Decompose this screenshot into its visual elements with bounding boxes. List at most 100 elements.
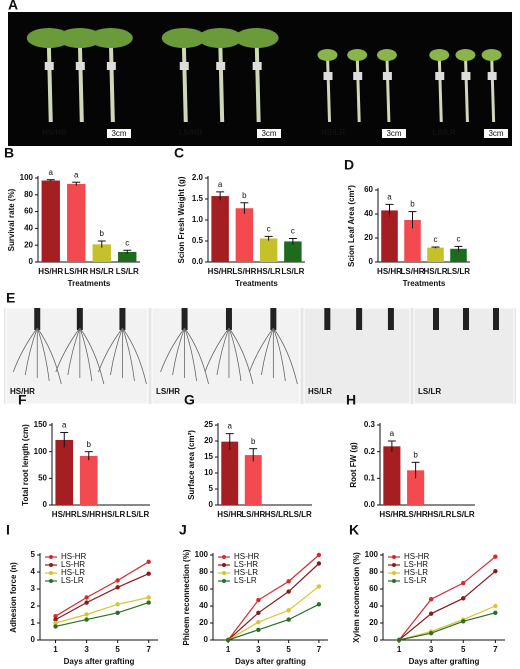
series-marker xyxy=(396,637,402,643)
x-tick-label: LS/HR xyxy=(404,510,428,519)
bar xyxy=(244,455,262,505)
plant-leaves xyxy=(234,28,279,48)
legend-label: HS-LR xyxy=(61,568,85,577)
plant-leaves xyxy=(88,28,133,48)
series-line xyxy=(398,570,496,641)
root xyxy=(79,327,105,385)
bar xyxy=(221,441,239,505)
x-tick-label: HS/HR xyxy=(38,267,63,276)
x-tick-label: 3 xyxy=(84,645,89,654)
y-tick-label: 60 xyxy=(199,584,208,593)
y-tick-label: 20 xyxy=(24,240,33,249)
root xyxy=(55,327,81,373)
series-marker xyxy=(256,610,261,615)
bar xyxy=(450,248,467,262)
y-tick-label: 60 xyxy=(369,584,378,593)
y-tick-label: 1.5 xyxy=(192,194,204,203)
x-tick-label: LS/HR xyxy=(77,510,101,519)
root xyxy=(273,327,298,385)
y-tick-label: 20 xyxy=(204,436,213,445)
bar xyxy=(259,238,278,262)
significance-letter: a xyxy=(218,180,223,189)
plant-leaves xyxy=(455,49,476,61)
series-marker xyxy=(53,624,58,629)
significance-letter: b xyxy=(100,229,105,238)
x-axis-label: Days after grafting xyxy=(64,657,135,666)
x-tick-label: HS/HR xyxy=(208,267,233,276)
significance-letter: b xyxy=(251,437,256,446)
legend-marker xyxy=(222,563,226,567)
x-tick-label: 1 xyxy=(397,645,402,654)
y-tick-label: 20 xyxy=(199,618,208,627)
y-tick-label: 5 xyxy=(209,484,214,493)
y-tick-label: 0 xyxy=(369,257,374,266)
bar xyxy=(381,210,398,262)
photo-label: LS/LR xyxy=(418,387,441,396)
series-marker xyxy=(146,600,151,605)
y-tick-label: 60 xyxy=(24,207,33,216)
significance-letter: b xyxy=(87,440,92,449)
root xyxy=(216,327,230,376)
series-marker xyxy=(461,580,466,586)
panel-letter: I xyxy=(6,522,10,538)
graft-clip xyxy=(461,72,471,80)
legend-marker xyxy=(49,579,53,583)
root xyxy=(228,327,254,385)
bar xyxy=(55,439,74,505)
series-marker xyxy=(53,614,58,619)
series-marker xyxy=(115,610,120,615)
panel-letter: A xyxy=(8,0,18,13)
plant-stem xyxy=(490,54,496,123)
y-tick-label: 0.2 xyxy=(364,447,376,456)
y-tick-label: 4 xyxy=(31,567,36,576)
y-tick-label: 0 xyxy=(29,257,34,266)
y-tick-label: 0 xyxy=(31,635,36,644)
y-tick-label: 0 xyxy=(204,635,209,644)
panel-letter: F xyxy=(18,392,27,408)
stem xyxy=(225,308,232,330)
legend-marker xyxy=(222,571,226,575)
y-tick-label: 60 xyxy=(364,185,373,194)
scale-bar-box xyxy=(484,129,508,138)
series-marker xyxy=(428,597,434,602)
x-axis-label: Days after grafting xyxy=(235,657,306,666)
x-tick-label: HS/LR xyxy=(427,510,451,519)
panel-letter: D xyxy=(344,157,354,173)
photo-label: LS/HR xyxy=(179,128,203,137)
series-marker xyxy=(493,603,498,609)
root xyxy=(110,327,123,376)
root xyxy=(248,327,274,373)
plant-leaves xyxy=(198,28,243,48)
series-marker xyxy=(428,611,434,616)
root xyxy=(228,327,242,382)
significance-letter: a xyxy=(74,170,79,179)
bar xyxy=(284,241,302,262)
x-axis-label: Treatments xyxy=(68,279,111,288)
y-tick-label: 15 xyxy=(204,452,213,461)
legend-label: HS-HR xyxy=(404,552,430,561)
plant-leaves xyxy=(26,28,71,48)
panel-letter: C xyxy=(174,145,184,161)
plant-stem xyxy=(463,54,469,123)
series-marker xyxy=(286,589,291,594)
legend-label: LS-LR xyxy=(61,576,84,585)
series-marker xyxy=(84,617,89,622)
series-marker xyxy=(286,617,291,622)
series-marker xyxy=(146,559,151,564)
x-tick-label: 5 xyxy=(461,645,466,654)
legend-label: HS-HR xyxy=(234,552,260,561)
root xyxy=(260,327,274,376)
bar xyxy=(118,251,137,262)
y-axis-label: Total root length (cm) xyxy=(21,424,30,506)
stem xyxy=(270,308,277,330)
significance-letter: c xyxy=(267,224,271,233)
series-line xyxy=(398,556,496,641)
x-axis-label: Days after grafting xyxy=(409,657,480,666)
legend-label: HS-HR xyxy=(61,552,87,561)
graft-clip xyxy=(323,72,333,80)
significance-letter: c xyxy=(125,238,129,247)
panel-letter: J xyxy=(179,522,187,538)
stem xyxy=(181,308,188,330)
x-tick-label: LS/LR xyxy=(447,267,470,276)
